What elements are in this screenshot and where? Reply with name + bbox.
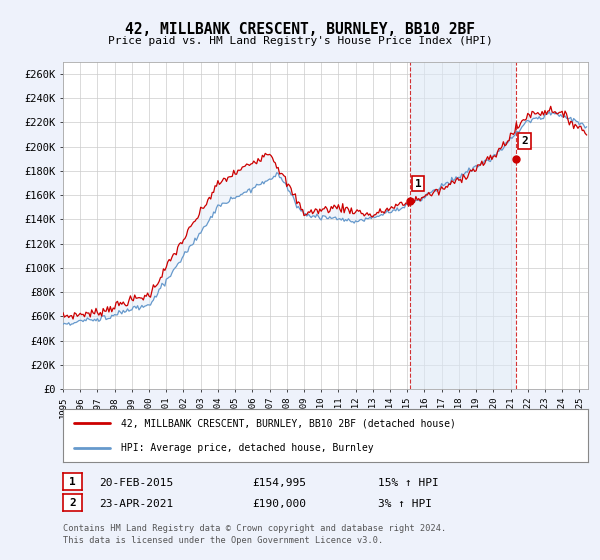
Text: 20-FEB-2015: 20-FEB-2015 bbox=[99, 478, 173, 488]
Text: £190,000: £190,000 bbox=[252, 499, 306, 509]
Text: 15% ↑ HPI: 15% ↑ HPI bbox=[378, 478, 439, 488]
Text: 1: 1 bbox=[415, 179, 421, 189]
Text: 42, MILLBANK CRESCENT, BURNLEY, BB10 2BF: 42, MILLBANK CRESCENT, BURNLEY, BB10 2BF bbox=[125, 22, 475, 38]
Text: Contains HM Land Registry data © Crown copyright and database right 2024.: Contains HM Land Registry data © Crown c… bbox=[63, 524, 446, 533]
Text: 2: 2 bbox=[69, 498, 76, 508]
Text: 2: 2 bbox=[521, 136, 528, 146]
Text: This data is licensed under the Open Government Licence v3.0.: This data is licensed under the Open Gov… bbox=[63, 536, 383, 545]
Text: 1: 1 bbox=[69, 477, 76, 487]
Text: 42, MILLBANK CRESCENT, BURNLEY, BB10 2BF (detached house): 42, MILLBANK CRESCENT, BURNLEY, BB10 2BF… bbox=[121, 418, 455, 428]
Bar bbox=[409, 62, 516, 389]
Text: Price paid vs. HM Land Registry's House Price Index (HPI): Price paid vs. HM Land Registry's House … bbox=[107, 36, 493, 46]
Text: HPI: Average price, detached house, Burnley: HPI: Average price, detached house, Burn… bbox=[121, 442, 373, 452]
Text: 23-APR-2021: 23-APR-2021 bbox=[99, 499, 173, 509]
Text: £154,995: £154,995 bbox=[252, 478, 306, 488]
Text: 3% ↑ HPI: 3% ↑ HPI bbox=[378, 499, 432, 509]
